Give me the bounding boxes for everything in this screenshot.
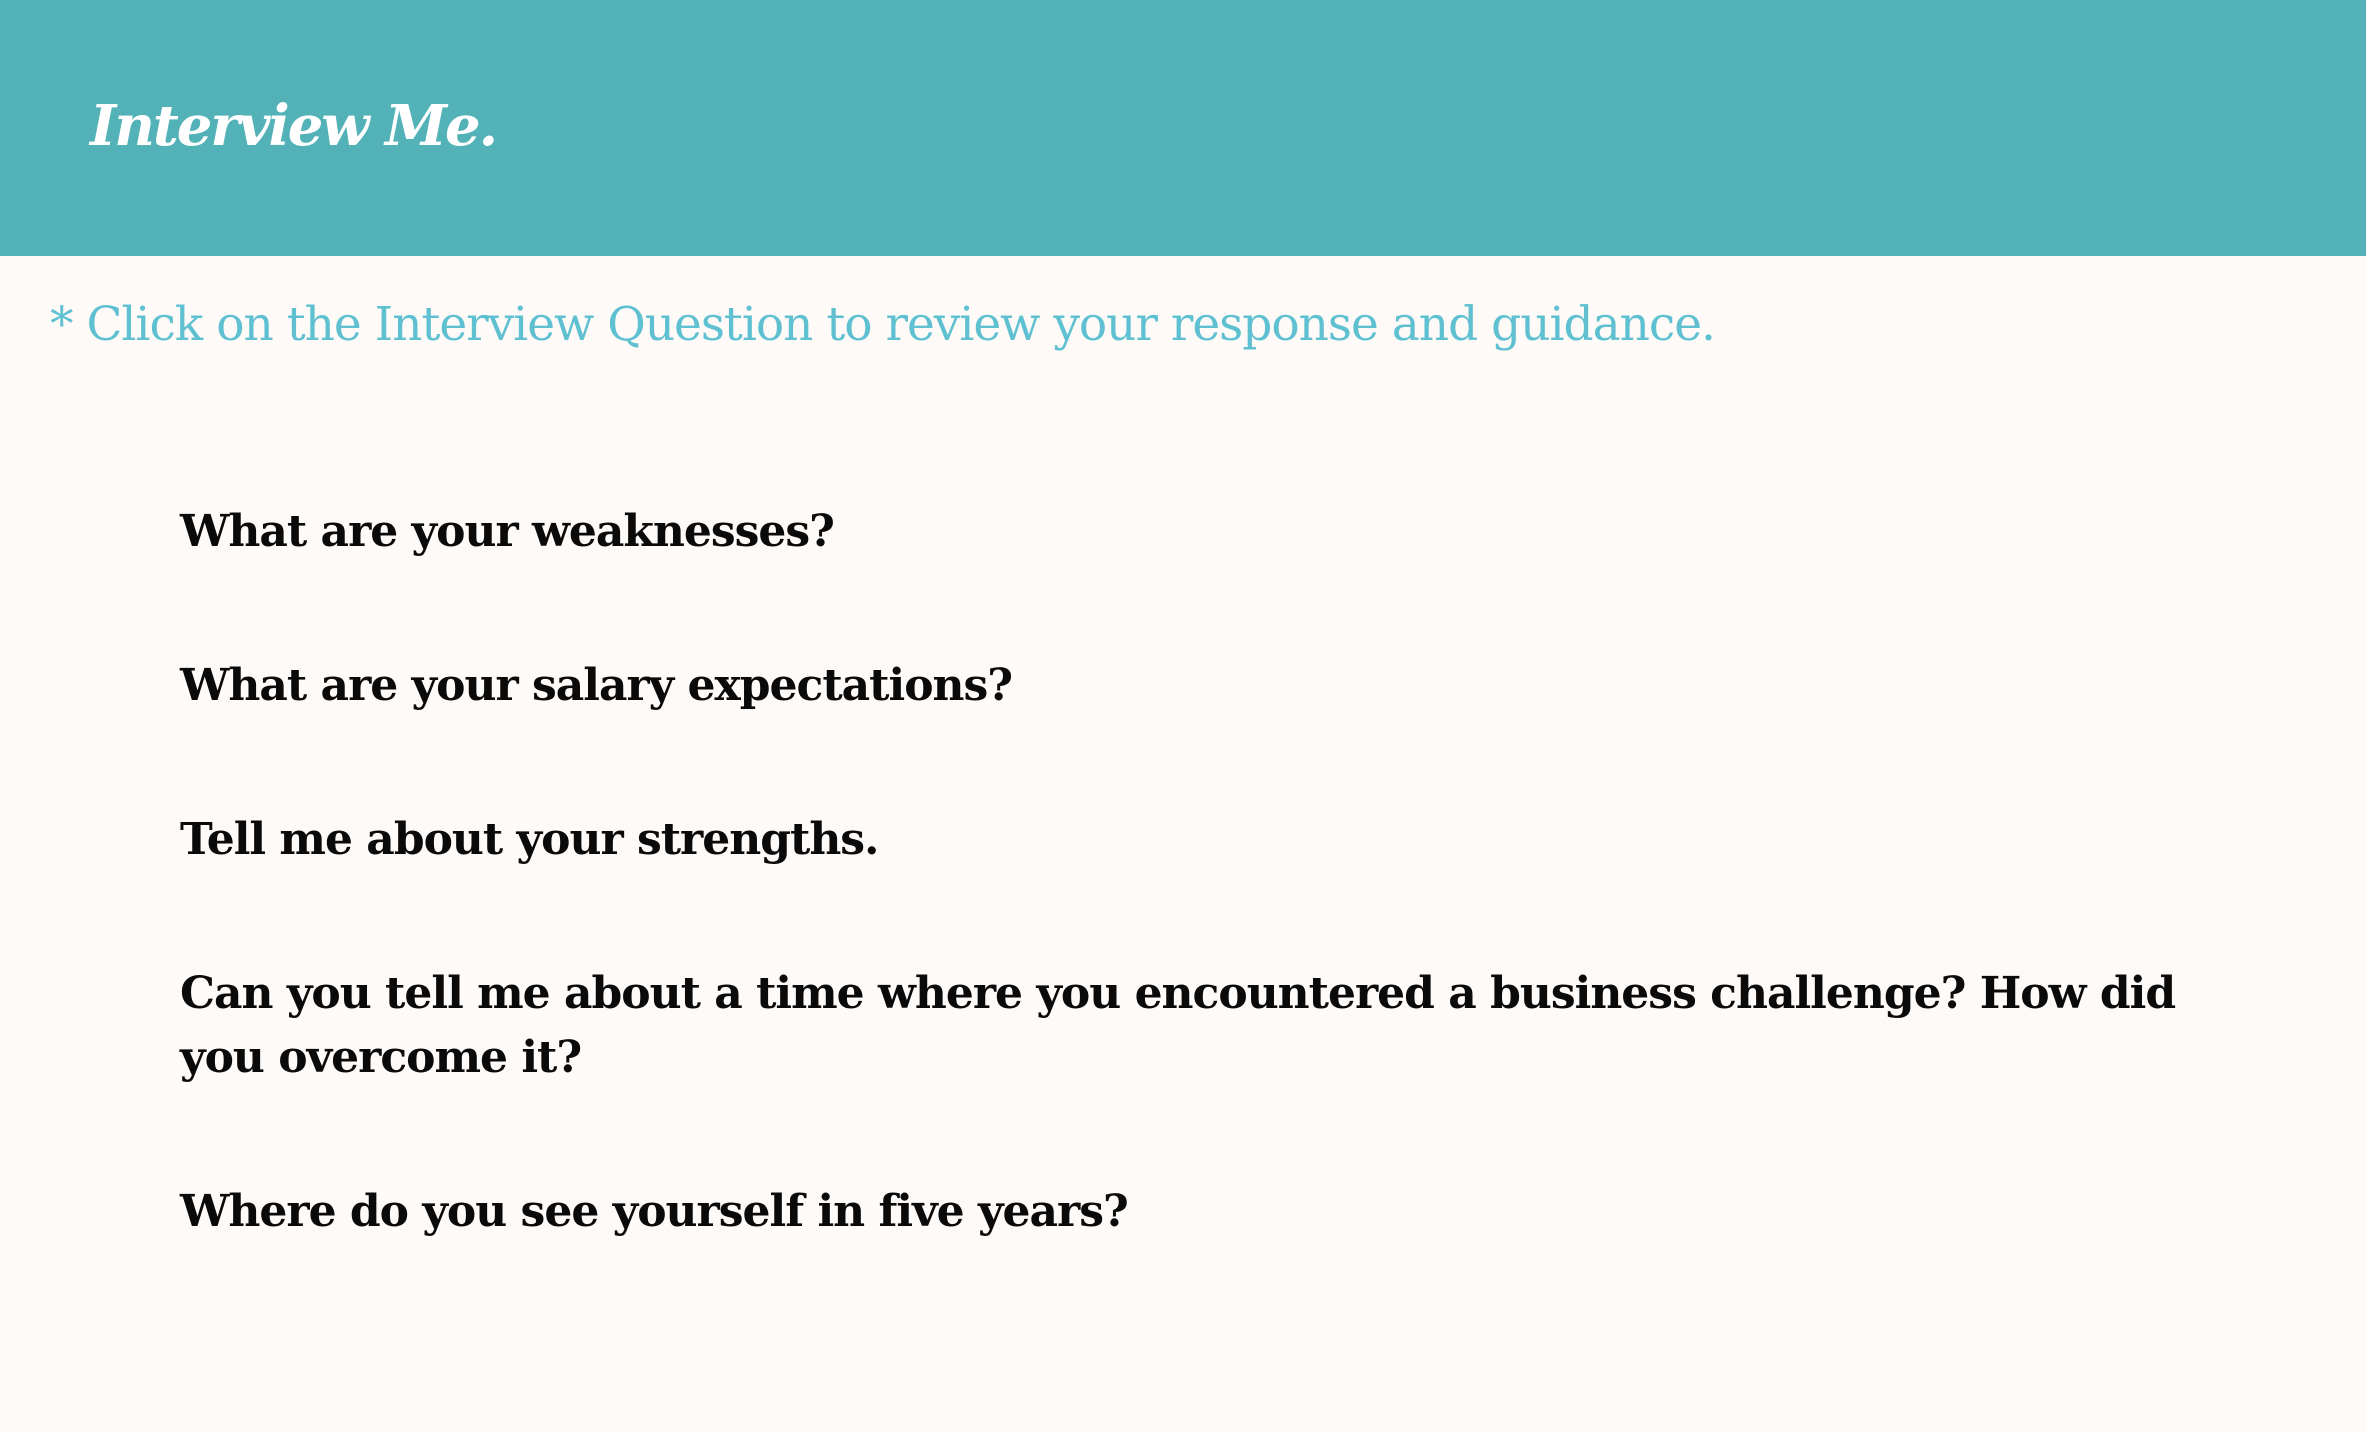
- question-link-five-years[interactable]: Where do you see yourself in five years?: [180, 1186, 1129, 1237]
- question-list: What are your weaknesses? What are your …: [180, 500, 2240, 1244]
- question-link-salary-expectations[interactable]: What are your salary expectations?: [180, 660, 1013, 711]
- brand-logo[interactable]: Interview Me.: [90, 93, 498, 159]
- instruction-text: * Click on the Interview Question to rev…: [50, 297, 1716, 352]
- question-link-business-challenge[interactable]: Can you tell me about a time where you e…: [180, 968, 2176, 1083]
- app-header: Interview Me.: [0, 0, 2366, 256]
- question-link-weaknesses[interactable]: What are your weaknesses?: [180, 506, 835, 557]
- question-link-strengths[interactable]: Tell me about your strengths.: [180, 814, 879, 865]
